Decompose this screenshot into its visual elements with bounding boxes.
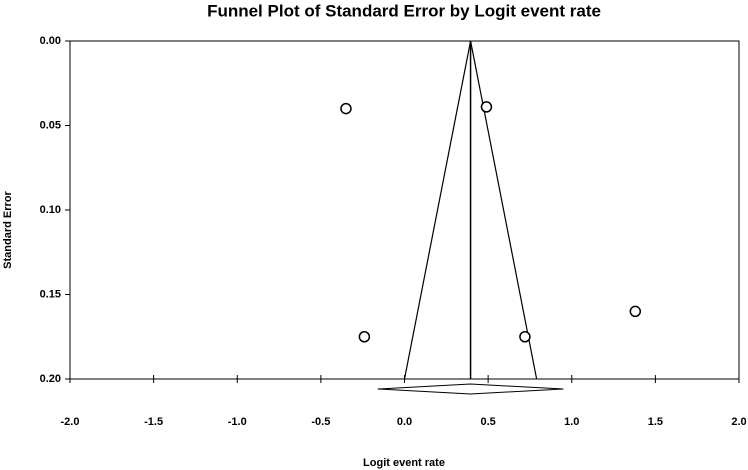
x-tick-label: 1.5 xyxy=(648,416,663,428)
x-tick-label: 0.5 xyxy=(480,416,495,428)
plot-frame xyxy=(69,40,740,380)
y-tick-label: 0.15 xyxy=(40,288,61,300)
x-tick-label: 1.0 xyxy=(564,416,579,428)
study-point xyxy=(358,331,371,343)
y-tick-label: 0.10 xyxy=(40,204,61,216)
study-point xyxy=(340,102,352,115)
y-tick-label: 0.05 xyxy=(40,119,61,131)
x-tick-label: -0.5 xyxy=(311,416,330,428)
y-tick-label: 0.20 xyxy=(40,373,61,385)
summary-diamond xyxy=(377,383,564,395)
x-tick-label: -1.5 xyxy=(144,416,163,428)
study-point xyxy=(629,305,642,318)
y-tick-label: 0.00 xyxy=(40,35,61,47)
y-axis-label: Standard Error xyxy=(2,190,14,268)
x-axis-label: Logit event rate xyxy=(363,457,445,469)
study-point xyxy=(519,331,531,343)
x-tick-label: -1.0 xyxy=(228,416,247,428)
x-tick-label: -2.0 xyxy=(61,416,80,428)
study-point xyxy=(480,101,493,113)
x-tick-label: 0.0 xyxy=(397,416,412,428)
chart-title: Funnel Plot of Standard Error by Logit e… xyxy=(207,1,601,20)
x-tick-label: 2.0 xyxy=(731,416,746,428)
